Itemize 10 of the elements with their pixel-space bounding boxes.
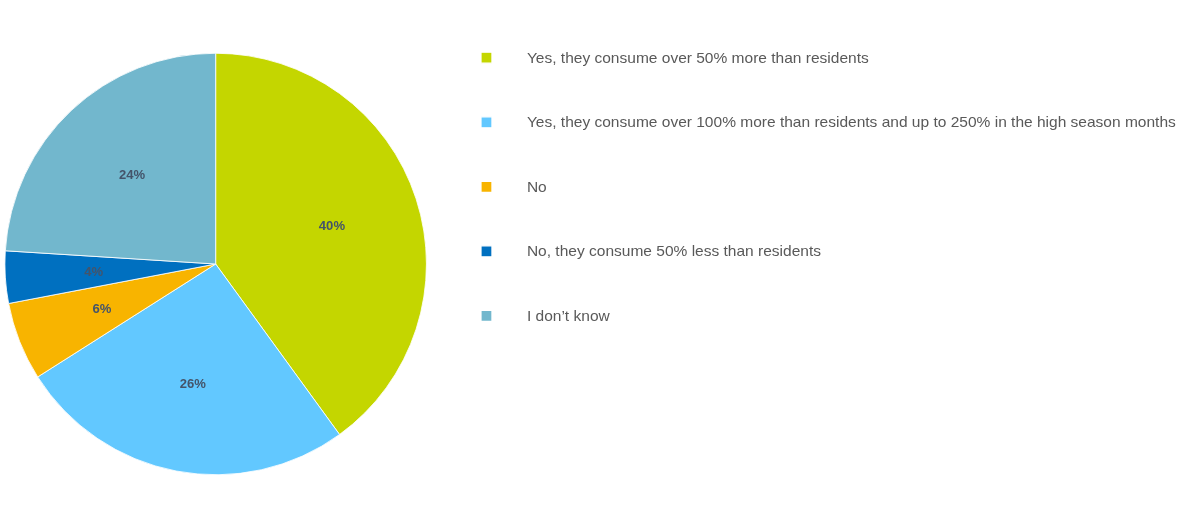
legend-label: Yes, they consume over 50% more than residents (526, 48, 869, 66)
data-label: 4% (84, 263, 104, 279)
legend-label: No (526, 177, 547, 195)
legend-label: Yes, they consume over 100% more than residents and up to 250% in the high season months (526, 113, 1177, 131)
legend-label: No, they consume 50% less than residents (526, 242, 822, 260)
data-label: 6% (92, 301, 112, 317)
legend-label: I don’t know (526, 306, 611, 324)
data-label: 40% (318, 218, 346, 234)
data-label: 24% (118, 166, 146, 182)
data-label: 26% (179, 376, 207, 392)
